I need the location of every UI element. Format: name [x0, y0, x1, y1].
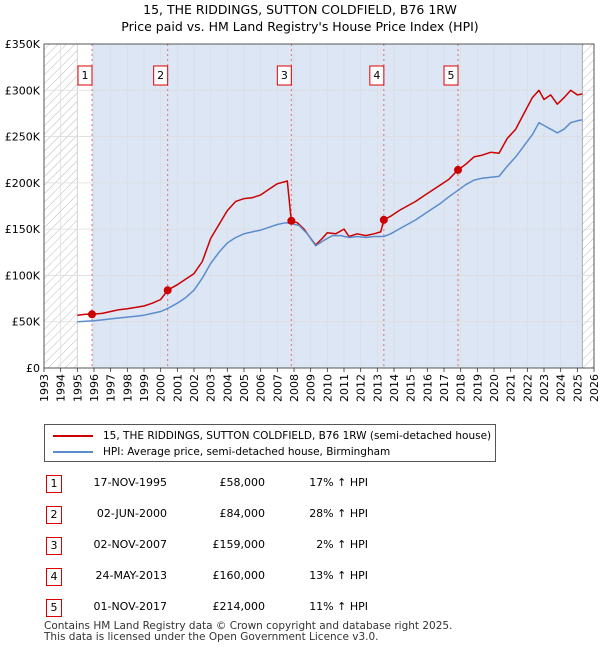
- x-tick-label: 1994: [55, 374, 68, 402]
- x-tick-label: 2021: [505, 374, 518, 402]
- sale-point: [379, 215, 388, 224]
- x-tick-label: 2003: [205, 374, 218, 402]
- sale-hpi-change: 11% ↑ HPI: [309, 600, 368, 613]
- x-tick-label: 2018: [455, 374, 468, 402]
- y-tick-label: £50K: [12, 316, 41, 329]
- y-tick-label: £200K: [5, 177, 41, 190]
- sale-number-badge: 2: [46, 506, 62, 524]
- x-tick-label: 2007: [271, 374, 284, 402]
- sale-number-badge: 4: [46, 568, 62, 586]
- sale-number-badge: 5: [46, 599, 62, 617]
- sale-hpi-change: 2% ↑ HPI: [316, 538, 368, 551]
- x-tick-label: 2001: [171, 374, 184, 402]
- sale-row: 1 17-NOV-1995 £58,000 17% ↑ HPI: [0, 475, 600, 495]
- sale-number-badge: 1: [46, 475, 62, 493]
- sale-marker-box: [77, 65, 93, 86]
- chart-subtitle: Price paid vs. HM Land Registry's House …: [121, 19, 479, 34]
- sale-point: [163, 286, 172, 295]
- x-tick-label: 2008: [288, 374, 301, 402]
- x-tick-label: 1995: [71, 374, 84, 402]
- sale-marker-box: [369, 65, 385, 86]
- ownership-shade: [92, 44, 583, 368]
- sale-price: £58,000: [219, 476, 266, 489]
- x-tick-label: 1996: [88, 374, 101, 402]
- series-line-hpi: [77, 119, 583, 323]
- sale-point: [454, 165, 462, 174]
- footer-note: Contains HM Land Registry data © Crown c…: [44, 621, 452, 643]
- footer-copyright: Contains HM Land Registry data © Crown c…: [44, 620, 453, 632]
- sale-date: 02-NOV-2007: [93, 538, 167, 551]
- x-tick-label: 2014: [388, 374, 401, 402]
- sale-marker-box: [276, 65, 292, 86]
- sale-price: £160,000: [212, 569, 266, 582]
- no-data-hatch-right: [582, 44, 594, 368]
- x-tick-label: 1997: [105, 374, 118, 402]
- sale-marker-label: 5: [448, 69, 455, 82]
- x-tick-label: 1998: [121, 374, 134, 402]
- sale-price: £214,000: [212, 600, 266, 613]
- legend-swatch-hpi: [53, 451, 93, 453]
- sale-number-badge: 3: [46, 537, 62, 555]
- sale-marker-label: 1: [82, 69, 89, 82]
- sale-marker-label: 2: [157, 69, 164, 82]
- x-tick-label: 2024: [555, 374, 568, 402]
- x-tick-label: 2013: [371, 374, 384, 402]
- x-tick-label: 2015: [405, 374, 418, 402]
- x-tick-label: 2020: [488, 374, 501, 402]
- sale-price: £84,000: [219, 507, 266, 520]
- sale-point: [88, 310, 96, 319]
- sale-date: 01-NOV-2017: [93, 600, 167, 613]
- x-tick-label: 1993: [38, 374, 51, 402]
- x-tick-label: 2009: [305, 374, 318, 402]
- x-tick-label: 2023: [538, 374, 551, 402]
- sale-price: £159,000: [212, 538, 266, 551]
- x-tick-label: 2005: [238, 374, 251, 402]
- y-tick-label: £300K: [5, 84, 41, 97]
- sale-row: 4 24-MAY-2013 £160,000 13% ↑ HPI: [0, 568, 600, 588]
- x-tick-label: 2025: [571, 374, 584, 402]
- x-tick-label: 2004: [221, 374, 234, 402]
- x-tick-label: 2006: [255, 374, 268, 402]
- y-tick-label: £350K: [5, 38, 41, 51]
- sale-hpi-change: 17% ↑ HPI: [309, 476, 368, 489]
- x-tick-label: 2017: [438, 374, 451, 402]
- x-tick-label: 2002: [188, 374, 201, 402]
- sale-row: 2 02-JUN-2000 £84,000 28% ↑ HPI: [0, 506, 600, 526]
- y-tick-label: £150K: [5, 223, 41, 236]
- sale-row: 5 01-NOV-2017 £214,000 11% ↑ HPI: [0, 599, 600, 619]
- chart-title: 15, THE RIDDINGS, SUTTON COLDFIELD, B76 …: [143, 2, 457, 17]
- x-tick-label: 2026: [588, 374, 600, 402]
- sale-hpi-change: 13% ↑ HPI: [309, 569, 368, 582]
- sale-row: 3 02-NOV-2007 £159,000 2% ↑ HPI: [0, 537, 600, 557]
- sale-marker-box: [153, 65, 169, 86]
- sale-hpi-change: 28% ↑ HPI: [309, 507, 368, 520]
- x-tick-label: 2022: [521, 374, 534, 402]
- legend-item-hpi: HPI: Average price, semi-detached house,…: [53, 445, 390, 459]
- legend-item-property: 15, THE RIDDINGS, SUTTON COLDFIELD, B76 …: [53, 429, 491, 443]
- legend-swatch-property: [53, 435, 93, 437]
- plot-border: [43, 43, 595, 369]
- sale-marker-box: [443, 65, 459, 86]
- chart-legend: 15, THE RIDDINGS, SUTTON COLDFIELD, B76 …: [44, 424, 496, 462]
- sale-date: 24-MAY-2013: [95, 569, 167, 582]
- y-tick-label: £0: [26, 362, 40, 375]
- x-tick-label: 2000: [155, 374, 168, 402]
- sale-marker-label: 3: [281, 69, 288, 82]
- legend-label-hpi: HPI: Average price, semi-detached house,…: [103, 446, 391, 458]
- sale-point: [287, 216, 296, 225]
- x-tick-label: 2016: [421, 374, 434, 402]
- x-tick-label: 1999: [138, 374, 151, 402]
- x-tick-label: 2010: [321, 374, 334, 402]
- sale-date: 02-JUN-2000: [96, 507, 167, 520]
- price-chart: £0 £50K £100K £150K £200K £250K £300K £350K 1993…: [5, 38, 600, 402]
- sale-marker-label: 4: [373, 69, 380, 82]
- y-tick-label: £250K: [5, 131, 41, 144]
- y-tick-label: £100K: [5, 269, 41, 282]
- x-tick-label: 2011: [338, 374, 351, 402]
- x-tick-label: 2012: [355, 374, 368, 402]
- legend-label-property: 15, THE RIDDINGS, SUTTON COLDFIELD, B76 …: [103, 430, 492, 442]
- footer-licence: This data is licensed under the Open Gov…: [44, 631, 379, 643]
- sale-date: 17-NOV-1995: [93, 476, 167, 489]
- x-tick-label: 2019: [471, 374, 484, 402]
